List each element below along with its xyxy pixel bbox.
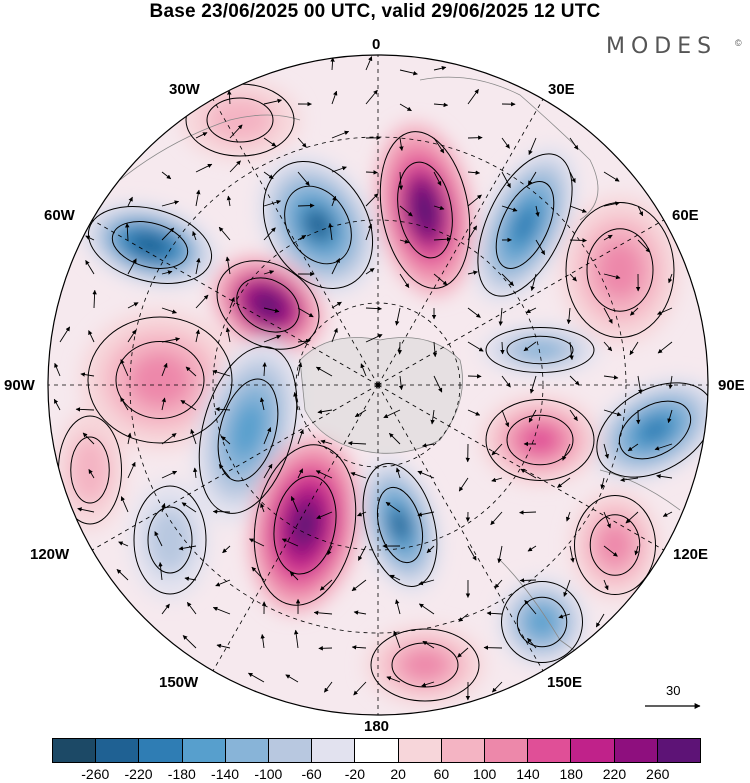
colorbar-tick-label: -140 [211,766,240,782]
colorbar-tick-label: 20 [390,766,406,782]
colorbar-segment [53,739,97,762]
lon-label-150e: 150E [547,674,583,691]
map-boundary [47,54,709,716]
colorbar-tick-label: -60 [301,766,322,782]
colorbar-segment [139,739,183,762]
copyright-mark: © [735,38,742,48]
colorbar-tick-label: -180 [167,766,196,782]
colorbar-segment [485,739,529,762]
colorbar-segment [225,739,270,762]
colorbar-segment [571,739,615,762]
lon-label-30w: 30W [169,81,200,98]
colorbar-tick-label: 180 [559,766,583,782]
lon-label-150w: 150W [159,674,199,691]
continent-outlines [119,76,681,691]
colorbar-segment [614,739,658,762]
wind-vectors [53,56,673,701]
lon-label-90w: 90W [4,377,35,394]
lon-label-180: 180 [364,718,390,735]
colorbar-tick-label: -100 [254,766,283,782]
lon-label-60e: 60E [672,207,699,224]
colorbar-segment [355,739,399,762]
colorbar-segment [398,739,442,762]
colorbar-tick-label: 60 [433,766,450,782]
colorbar-tick-label: 260 [646,766,670,782]
lon-label-60w: 60W [44,207,75,224]
colorbar-segment [269,739,313,762]
wind-scale-label: 30 [666,683,681,698]
colorbar-segment [657,739,701,762]
lon-label-120w: 120W [30,546,70,563]
colorbar-tick-label: 140 [516,766,540,782]
colorbar [52,738,701,763]
lon-label-0: 0 [372,36,381,53]
lon-label-90e: 90E [718,377,745,394]
height-contours [58,83,708,702]
lon-label-30e: 30E [548,81,575,98]
colorbar-tick-label: -260 [81,766,110,782]
colorbar-tick-label: 220 [602,766,627,782]
map-disc [48,55,708,715]
polar-map [47,54,709,716]
colorbar-tick-label: -20 [344,766,365,782]
map-title: Base 23/06/2025 00 UTC, valid 29/06/2025… [149,1,601,22]
colorbar-segment [182,739,226,762]
colorbar-segment [441,739,486,762]
colorbar-segment [96,739,140,762]
lon-label-120e: 120E [673,546,709,563]
colorbar-segment [312,739,356,762]
colorbar-segment [528,739,572,762]
colorbar-tick-label: -220 [124,766,153,782]
colorbar-tick-label: 100 [472,766,497,782]
modes-logo: MODES [606,34,718,59]
